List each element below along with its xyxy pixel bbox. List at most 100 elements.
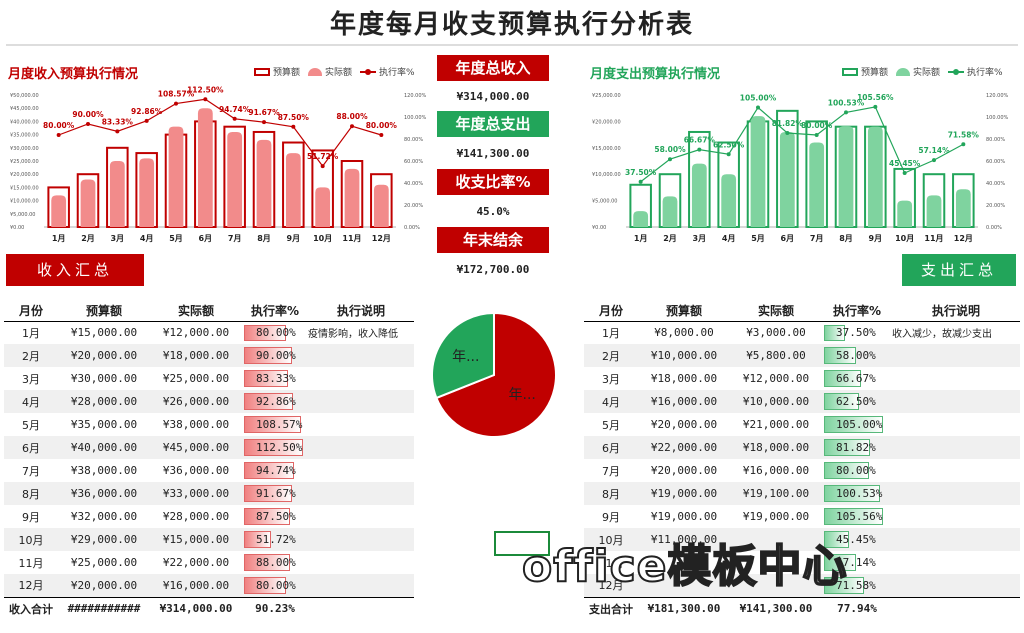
cell-rate: 45.45% (822, 528, 892, 551)
income-chart-legend: 预算额 实际额 执行率% (254, 65, 415, 78)
legend-budget: 预算额 (254, 65, 300, 78)
cell-month: 11月 (18, 556, 44, 570)
cell-actual: ¥33,000.00 (150, 482, 242, 505)
rate-data-label: 81.82% (772, 119, 804, 128)
cell-note[interactable]: 收入减少，故减少支出 (892, 329, 992, 341)
cell-note[interactable] (308, 482, 414, 505)
rate-data-label: 94.74% (219, 105, 251, 114)
actual-bar (256, 139, 272, 227)
rate-data-bar (824, 439, 870, 456)
cell-rate: 92.86% (242, 390, 308, 413)
cell-month: 12月 (4, 574, 58, 597)
cell-rate: 94.74% (242, 459, 308, 482)
y-tick-label: ¥40,000.00 (10, 119, 39, 125)
rate-data-label: 105.00% (740, 94, 777, 103)
cell-month: 6月 (4, 436, 58, 459)
rate-value: 80.00% (256, 578, 296, 592)
rate-data-bar (244, 416, 302, 433)
cell-note[interactable] (892, 459, 1020, 482)
expense-chart-panel[interactable]: 月度支出预算执行情况 预算额 实际额 执行率% ¥0.00 ¥5,000.00 ¥1… (586, 55, 1016, 250)
rate-point (638, 179, 643, 184)
x-tick-label: 6月 (781, 234, 795, 243)
cell-rate: 91.67% (242, 482, 308, 505)
y-tick-label: ¥35,000.00 (10, 133, 39, 139)
y2-tick-label: 20.00% (986, 203, 1005, 209)
y2-tick-label: 120.00% (404, 93, 426, 99)
income-summary-button[interactable]: 收入汇总 (6, 254, 144, 286)
cell-rate: 57.14% (822, 551, 892, 574)
rate-value: 71.58% (836, 578, 876, 592)
cell-note[interactable] (892, 390, 1020, 413)
cell-note[interactable]: 疫情影响，收入降低 (308, 329, 398, 341)
cell-note[interactable] (892, 413, 1020, 436)
cell-actual: ¥28,000.00 (162, 510, 230, 523)
cell-note[interactable] (308, 413, 414, 436)
rate-value: 91.67% (256, 487, 296, 500)
cell-budget: ¥40,000.00 (58, 436, 150, 459)
cell-note[interactable] (308, 459, 414, 482)
ratio-label: 收支比率% (437, 169, 549, 195)
table-row: 2月 ¥10,000.00 ¥5,800.00 58.00% (584, 344, 1020, 367)
cell-rate: 81.82% (822, 436, 892, 459)
rate-point (320, 164, 325, 169)
cell-note[interactable] (892, 482, 1020, 505)
cell-note[interactable] (892, 505, 1020, 528)
table-row: 1月 ¥15,000.00 ¥12,000.00 80.00% 疫情影响，收入降低 (4, 321, 414, 344)
expense-summary-button[interactable]: 支出汇总 (902, 254, 1016, 286)
cell-note[interactable] (308, 344, 414, 367)
table-row: 5月 ¥35,000.00 ¥38,000.00 108.57% (4, 413, 414, 436)
cell-rate: 80.00% (242, 321, 308, 344)
cell-note[interactable] (308, 367, 414, 390)
rate-data-bar (824, 347, 857, 364)
cell-note[interactable] (308, 574, 414, 597)
cell-actual: ¥19,100.00 (730, 482, 822, 505)
cell-note[interactable] (892, 528, 1020, 551)
col-actual: 实际额 (730, 300, 822, 322)
year-end-balance-value: ¥172,700.00 (456, 263, 530, 276)
actual-bar (926, 195, 942, 227)
cell-note[interactable] (892, 344, 1020, 367)
table-row: 7月 ¥20,000.00 ¥16,000.00 80.00% (584, 459, 1020, 482)
cell-note[interactable] (892, 367, 1020, 390)
table-row: 6月 ¥22,000.00 ¥18,000.00 81.82% (584, 436, 1020, 459)
rate-data-bar (244, 531, 272, 548)
cell-note[interactable] (308, 390, 414, 413)
table-row: 9月 ¥32,000.00 ¥28,000.00 87.50% (4, 505, 414, 528)
income-expense-pie-chart[interactable]: 年... 年... (424, 305, 564, 445)
cell-rate: 80.00% (242, 574, 308, 597)
actual-bar (867, 126, 883, 227)
total-rate: 90.23% (242, 596, 308, 620)
rate-data-label: 80.00% (801, 121, 833, 130)
col-month: 月份 (584, 300, 638, 322)
cell-note[interactable] (308, 551, 414, 574)
cell-month: 4月 (4, 390, 58, 413)
x-tick-label: 2月 (81, 234, 95, 243)
x-tick-label: 11月 (924, 234, 943, 243)
cell-note[interactable] (308, 505, 414, 528)
rate-point (844, 110, 848, 115)
cell-budget: ¥28,000.00 (58, 390, 150, 413)
cell-month: 9月 (602, 510, 620, 524)
selected-cell-box[interactable] (494, 531, 550, 556)
rate-data-bar (244, 577, 287, 594)
rate-value: 37.50% (836, 326, 876, 340)
cell-budget: ¥38,000.00 (70, 464, 138, 477)
income-total-row: 收入合计 ########### ¥314,000.00 90.23% (4, 596, 414, 620)
income-chart-panel[interactable]: 月度收入预算执行情况 预算额 实际额 执行率% ¥0.00 ¥5,000.00 ¥1… (4, 55, 434, 250)
cell-rate: 62.50% (822, 390, 892, 413)
table-row: 3月 ¥30,000.00 ¥25,000.00 83.33% (4, 367, 414, 390)
x-tick-label: 12月 (372, 234, 391, 243)
cell-month: 8月 (4, 482, 58, 505)
actual-bar (691, 163, 707, 227)
cell-note[interactable] (308, 528, 414, 551)
cell-note[interactable] (892, 436, 1020, 459)
cell-note[interactable] (892, 551, 1020, 574)
cell-note[interactable] (308, 436, 414, 459)
col-month: 月份 (4, 300, 58, 322)
cell-note[interactable] (892, 574, 1020, 597)
legend-budget: 预算额 (842, 65, 888, 78)
cell-budget: ¥19,000.00 (638, 482, 730, 505)
annual-expense-value: ¥141,300.00 (456, 147, 530, 160)
cell-budget: ¥10,000.00 (638, 344, 730, 367)
rate-data-bar (244, 508, 291, 525)
